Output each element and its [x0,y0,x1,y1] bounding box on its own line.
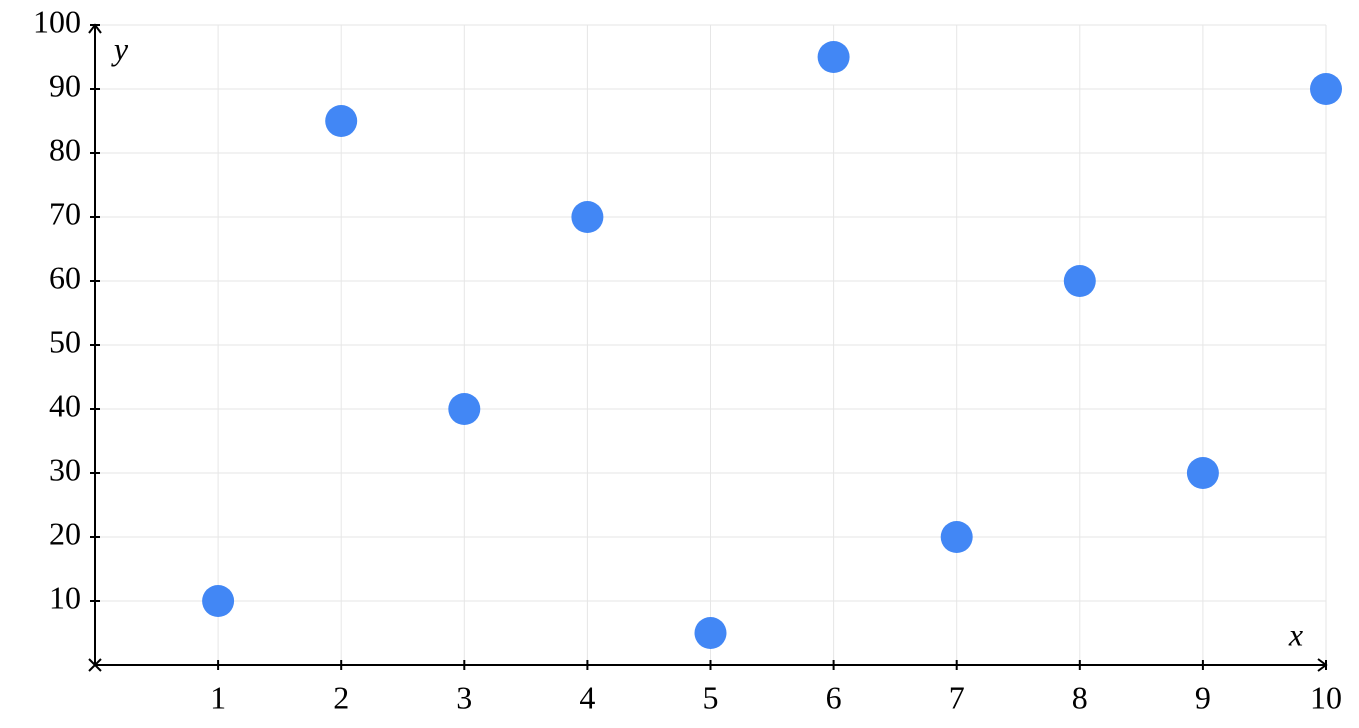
point [1310,73,1342,105]
y-tick-label: 100 [33,3,81,39]
y-tick-label: 90 [49,67,81,103]
x-tick-label: 3 [456,679,472,715]
point [448,393,481,425]
arrow [1317,658,1328,672]
x-tick-label: 4 [579,679,595,715]
x-tick-label: 7 [949,679,965,715]
point [325,105,358,137]
point [1063,265,1096,297]
x-tick-label: 2 [333,679,349,715]
point [1186,457,1219,489]
x-tick-label: 9 [1195,679,1211,715]
y-tick-label: 40 [49,387,81,423]
point [202,585,235,617]
y-tick-label: 50 [49,323,81,359]
y-tick-label: 30 [49,451,81,487]
point [940,521,973,553]
x-tick-label: 10 [1310,679,1342,715]
arrow [88,23,102,34]
y-tick-label: 10 [49,579,81,615]
point [571,201,604,233]
x-tick-label: 1 [210,679,226,715]
point [817,41,850,73]
arrow [88,658,97,672]
x-axis-label: x [1288,616,1303,652]
y-tick-label: 20 [49,515,81,551]
y-tick-label: 60 [49,259,81,295]
x-tick-label: 8 [1072,679,1088,715]
y-tick-label: 80 [49,131,81,167]
y-axis-label: y [111,30,129,66]
point [694,617,727,649]
x-tick-label: 6 [826,679,842,715]
y-tick-label: 70 [49,195,81,231]
x-tick-label: 5 [703,679,719,715]
